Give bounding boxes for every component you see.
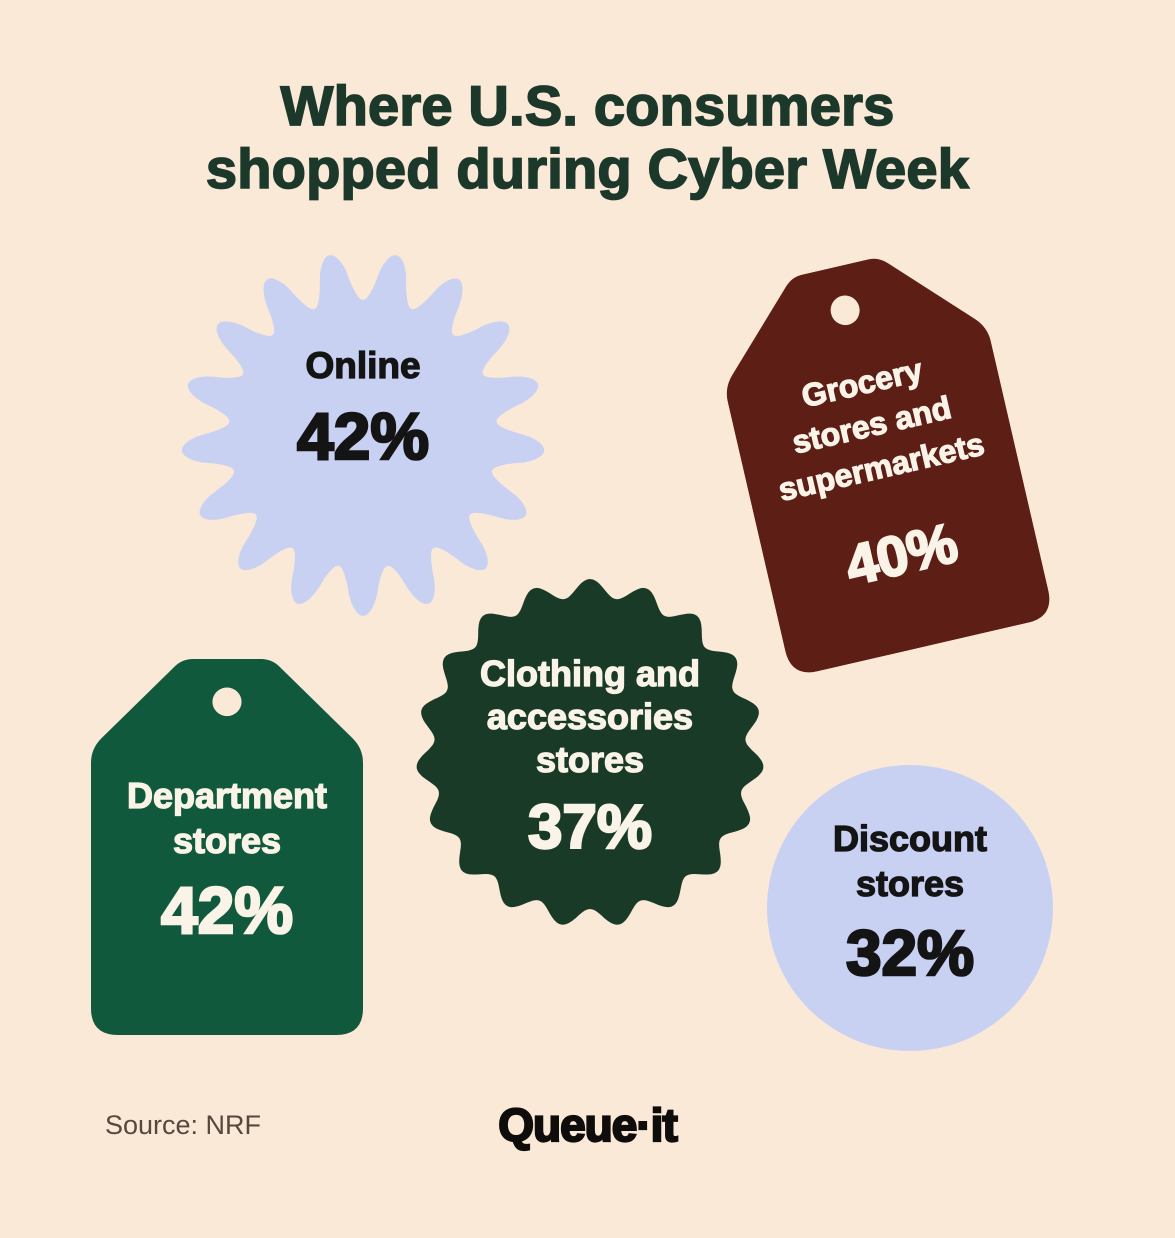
chart-title: Where U.S. consumers shopped during Cybe… <box>0 73 1175 201</box>
badge-department-value: 42% <box>160 873 295 947</box>
badge-discount: Discount stores 32% <box>767 765 1053 1051</box>
title-line-1: Where U.S. consumers <box>280 73 895 138</box>
title-line-2: shopped during Cyber Week <box>205 136 970 201</box>
price-tag-path <box>726 258 1050 673</box>
badge-clothing-value: 37% <box>527 792 654 864</box>
badge-online-label: Online <box>178 344 548 388</box>
gear-shape <box>181 255 545 616</box>
badge-department-label: Department stores <box>91 773 363 863</box>
badge-grocery: Grocery stores and supermarkets 40% <box>704 237 1055 678</box>
source-attribution: Source: NRF <box>105 1110 262 1140</box>
circle-shape <box>767 765 1053 1051</box>
badge-discount-label: Discount stores <box>767 816 1053 906</box>
badge-label-line: stores <box>172 819 282 861</box>
badge-clothing-label: Clothing and accessories stores <box>408 652 772 781</box>
circle-shape-path <box>767 765 1053 1051</box>
badge-label-line: stores <box>855 862 965 904</box>
badge-discount-value: 32% <box>845 917 976 990</box>
badge-label-line: Discount <box>832 817 987 859</box>
badge-label-line: accessories <box>486 695 694 737</box>
scallop-shape-path <box>416 579 764 925</box>
badge-label-line: Department <box>126 774 328 816</box>
badge-department: Department stores 42% <box>91 659 363 1035</box>
badge-label-line: Clothing and <box>479 652 700 694</box>
scallop-shape <box>416 579 764 925</box>
price-tag-path <box>91 659 363 1035</box>
gear-shape-path <box>181 255 545 616</box>
badge-label-line: Online <box>305 344 421 386</box>
price-tag-shape <box>91 659 363 1035</box>
badge-clothing: Clothing and accessories stores 37% <box>408 571 772 935</box>
badge-online-value: 42% <box>296 398 431 475</box>
price-tag-shape <box>726 258 1050 673</box>
badge-label-line: stores <box>535 738 645 780</box>
badge-online: Online 42% <box>178 249 548 619</box>
queueit-logo: Queue·it <box>497 1098 679 1152</box>
